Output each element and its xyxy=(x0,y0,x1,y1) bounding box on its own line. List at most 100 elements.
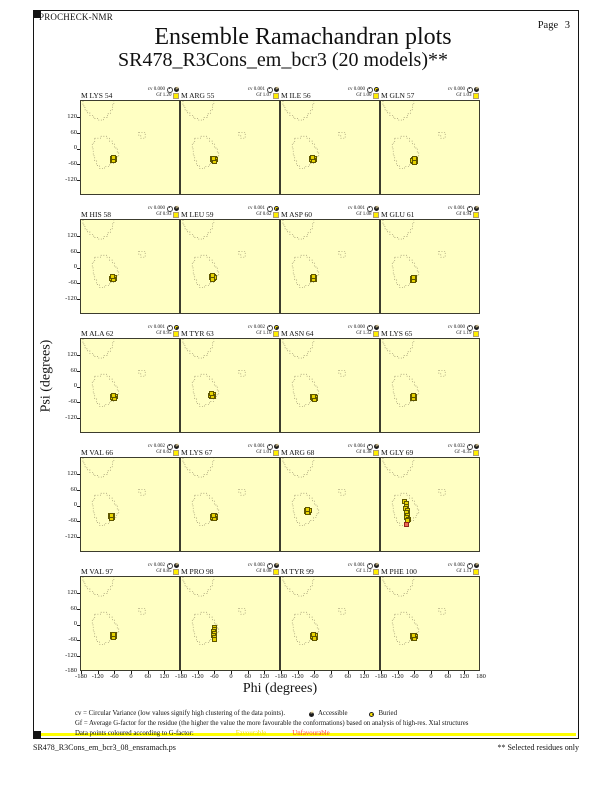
y-tick-mark xyxy=(77,132,80,134)
residue-label: M PRO 98 xyxy=(181,566,214,576)
ramachandran-plot: 120 60 0 -60 -120 xyxy=(65,457,180,552)
cv-value: cv 0.001 xyxy=(247,443,265,449)
y-tick-label: 0 xyxy=(73,263,77,271)
plot-cell: M ILE 56 cv 0.000 Gf 1.00 xyxy=(280,83,380,195)
y-axis-label: Psi (degrees) xyxy=(38,339,54,413)
dial-icon xyxy=(366,205,373,212)
plot-cell: M LEU 59 cv 0.001 Gf 0.62 xyxy=(180,202,280,314)
page-title: Ensemble Ramachandran plots xyxy=(154,24,452,50)
cv-value: cv 0.000 xyxy=(447,324,465,330)
gf-value: Gf 1.11 xyxy=(456,568,472,574)
x-tick-mark xyxy=(131,671,132,674)
allowed-regions-outline xyxy=(82,220,146,288)
cv-value: cv 0.002 xyxy=(447,562,465,568)
allowed-regions-outline xyxy=(282,458,346,526)
dial-icon xyxy=(266,205,273,212)
y-tick-mark xyxy=(77,608,80,610)
x-tick-mark xyxy=(97,671,99,674)
ramachandran-plot xyxy=(280,338,380,433)
dial-icon xyxy=(166,562,173,569)
data-point xyxy=(311,393,317,399)
x-tick-label: 0 xyxy=(229,673,233,680)
plot-header: M PRO 98 cv 0.003Gf 0.08 xyxy=(180,559,280,576)
corner-mark xyxy=(33,731,41,739)
x-tick-label: 180 xyxy=(476,673,486,680)
data-point xyxy=(304,507,310,513)
cv-value: cv 0.000 xyxy=(147,86,165,92)
favourable-swatch-icon xyxy=(373,330,379,337)
favourable-label: Favourable xyxy=(235,730,267,738)
x-tick-label: -60 xyxy=(209,673,219,680)
cv-value: cv 0.003 xyxy=(247,562,265,568)
ramachandran-plot xyxy=(380,100,480,195)
page-frame xyxy=(33,10,579,739)
cv-value: cv 0.001 xyxy=(247,205,265,211)
accessible-icon xyxy=(174,444,179,450)
dial-icon xyxy=(166,86,173,93)
dial-icon xyxy=(166,205,173,212)
x-tick-label: 120 xyxy=(259,673,270,680)
y-tick-mark xyxy=(77,418,80,420)
favourable-swatch-icon xyxy=(373,568,379,575)
ramachandran-plot xyxy=(380,457,480,552)
x-tick-mark xyxy=(297,671,299,674)
unfavourable-data-point xyxy=(403,522,409,528)
gf-value: Gf 1.19 xyxy=(456,330,472,336)
gf-value: Gf 1.10 xyxy=(256,330,272,336)
y-tick-mark xyxy=(77,505,80,507)
residue-label: M LEU 59 xyxy=(181,209,214,219)
x-tick-mark xyxy=(331,671,332,674)
buried-icon xyxy=(369,711,375,717)
y-tick-mark xyxy=(77,537,80,539)
ramachandran-plot xyxy=(180,100,280,195)
buried-icon xyxy=(274,206,279,212)
cv-value: cv 0.001 xyxy=(347,205,365,211)
y-tick-mark xyxy=(77,164,80,166)
y-tick-label: -60 xyxy=(68,398,77,406)
y-tick-label: 0 xyxy=(73,620,77,628)
y-tick-label: -180 xyxy=(65,667,77,674)
plot-cell: M ALA 62 cv 0.001 Gf 0.95 120 60 0 -60 -120 xyxy=(65,321,180,433)
allowed-regions-outline xyxy=(82,101,146,169)
cv-value: cv 0.001 xyxy=(347,562,365,568)
accessible-icon xyxy=(474,206,479,212)
residue-label: M ALA 62 xyxy=(81,328,114,338)
y-tick-mark xyxy=(77,148,80,150)
data-point xyxy=(111,393,116,398)
y-tick-mark xyxy=(77,640,80,642)
buried-icon xyxy=(174,325,179,331)
favourable-swatch-icon xyxy=(473,92,479,99)
allowed-regions-outline xyxy=(282,577,346,645)
dial-icon xyxy=(466,86,473,93)
residue-label: M LYS 65 xyxy=(381,328,413,338)
data-point xyxy=(209,391,215,397)
favourable-swatch-icon xyxy=(273,449,279,456)
gf-value: Gf 0.95 xyxy=(156,330,172,336)
plot-header: M ARG 68 cv 0.004Gf 0.38 xyxy=(280,440,380,457)
favourable-swatch-icon xyxy=(473,449,479,456)
y-tick-mark xyxy=(77,521,80,523)
x-tick-label: 0 xyxy=(429,673,433,680)
footer-note: ** Selected residues only xyxy=(497,743,579,752)
plot-annotations: cv 0.000 Gf 1.00 xyxy=(348,87,379,100)
x-tick-mark xyxy=(314,671,316,674)
data-point xyxy=(211,637,217,643)
y-tick-label: 60 xyxy=(70,128,78,136)
y-tick-label: -120 xyxy=(65,533,77,540)
x-tick-mark xyxy=(181,671,182,674)
dial-icon xyxy=(366,443,373,450)
x-tick-label: 60 xyxy=(144,673,151,680)
ramachandran-plot: -180 -120 -60 0 60 120 xyxy=(175,576,280,680)
data-point xyxy=(410,274,416,280)
